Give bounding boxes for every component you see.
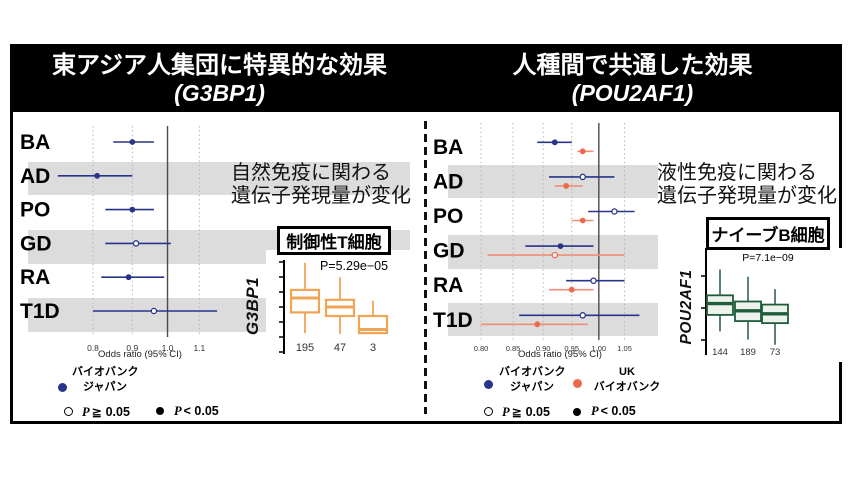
left-boxplot-card [266,250,416,364]
legend-left-bbj-dot [58,383,67,392]
legend-right-p-ge: P ≧ 0.05 [502,405,550,419]
right-annotation: 液性免疫に関わる 遺伝子発現量が変化 [657,162,837,208]
legend-left-bbj-label: バイオバンク ジャパン [72,366,139,393]
legend-right-bbj-label: バイオバンク ジャパン [499,366,566,393]
right-celltype-box: ナイーブB細胞 [706,217,830,250]
right-annotation-line1: 液性免疫に関わる [657,162,817,184]
right-stripe-T1D [448,302,658,336]
right-stripe-AD [448,164,658,198]
right-stripe-GD [448,235,658,269]
left-stripe-AD [28,161,410,195]
left-panel-header: 東アジア人集団に特異的な効果 (G3BP1) [13,47,426,112]
right-boxplot-card [695,248,845,362]
legend-left-p-lt: P < 0.05 [174,404,219,418]
left-celltype-label: 制御性T細胞 [286,233,382,252]
right-panel-gene-title: (POU2AF1) [571,80,694,107]
left-celltype-box: 制御性T細胞 [277,226,391,255]
right-annotation-line2: 遺伝子発現量が変化 [657,185,837,207]
right-box-ylabel: POU2AF1 [678,269,695,345]
legend-right-open-circle-icon [484,407,493,416]
figure-header: 東アジア人集団に特異的な効果 (G3BP1) 人種間で共通した効果 (POU2A… [13,47,839,112]
left-panel-title: 東アジア人集団に特異的な効果 [51,52,388,80]
legend-left-p-ge: P ≧ 0.05 [82,405,130,419]
right-celltype-label: ナイーブB細胞 [711,226,825,245]
legend-right-ukb-dot [573,379,582,388]
right-panel-title: 人種間で共通した効果 [512,52,753,80]
right-panel-header: 人種間で共通した効果 (POU2AF1) [426,47,839,112]
left-panel-gene-title: (G3BP1) [174,80,265,107]
left-box-ylabel: G3BP1 [243,276,262,336]
legend-right-bbj-dot [484,380,493,389]
legend-left-filled-circle-icon [156,407,164,415]
left-annotation-line2: 遺伝子発現量が変化 [231,185,411,207]
left-annotation-line1: 自然免疫に関わる [231,162,391,184]
figure-frame [10,44,842,424]
legend-right-ukb-label: UK バイオバンク [593,366,661,393]
left-annotation: 自然免疫に関わる 遺伝子発現量が変化 [231,162,411,208]
legend-right-filled-circle-icon [573,408,581,416]
legend-right-p-lt: P < 0.05 [591,404,636,418]
legend-left-open-circle-icon [64,407,73,416]
